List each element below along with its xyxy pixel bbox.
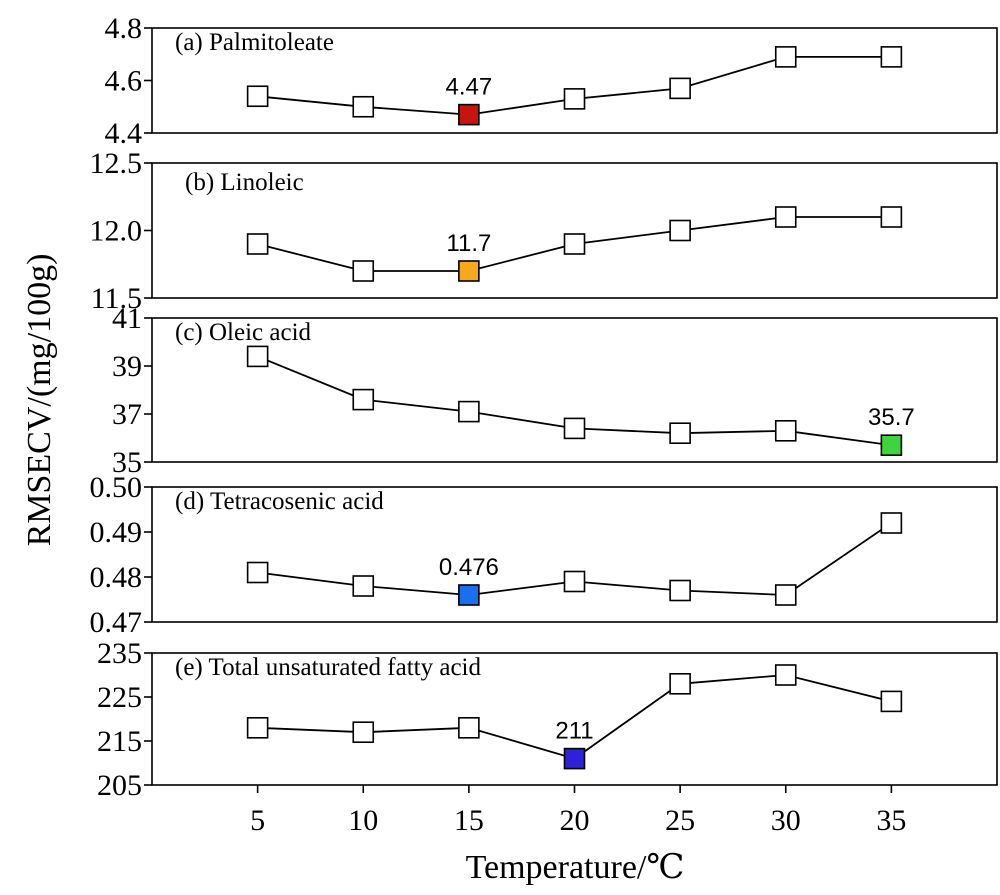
- highlight-point: [880, 434, 903, 457]
- highlight-value-label: 211: [555, 718, 593, 745]
- data-point: [563, 88, 586, 110]
- panel-4: 0.47 0.48 0.49 0.50 (d) Tetracosenic acid 0.4…: [90, 471, 998, 639]
- panel-title: (c) Oleic acid: [175, 319, 312, 346]
- data-point: [880, 512, 903, 534]
- panel-5: 205 215 225 235 (e) Total unsaturated fatty …: [97, 637, 998, 802]
- data-point: [880, 206, 903, 228]
- data-point: [774, 584, 797, 606]
- highlight-value-label: 35.7: [868, 404, 915, 431]
- y-tick-label: 0.50: [90, 471, 143, 504]
- y-tick-label: 4.8: [105, 12, 143, 45]
- data-point: [246, 233, 269, 255]
- chart-panels: 4.4 4.6 4.8 (a) Palmitoleate 4.47 11.5 12.0 12.…: [90, 12, 998, 802]
- y-tick-label: 11.5: [91, 282, 142, 315]
- data-point: [246, 345, 269, 368]
- x-tick-label: 5: [250, 804, 265, 837]
- y-tick-label: 35: [112, 446, 142, 479]
- y-tick-label: 215: [97, 725, 142, 758]
- y-tick-label: 12.5: [90, 147, 143, 180]
- data-point: [563, 570, 586, 593]
- data-point: [774, 664, 797, 686]
- y-tick-label: 12.0: [90, 215, 143, 248]
- x-tick-label: 10: [348, 804, 378, 837]
- panel-2: 11.5 12.0 12.5 (b) Linoleic 11.7: [90, 147, 998, 315]
- y-tick-label: 39: [112, 350, 142, 383]
- y-tick-label: 37: [112, 398, 142, 431]
- data-point: [669, 422, 691, 445]
- x-axis-title: Temperature/℃: [466, 849, 685, 886]
- data-point: [352, 575, 375, 597]
- x-tick-label: 15: [454, 804, 484, 837]
- x-axis: 5 10 15 20 25 30 35: [250, 785, 906, 837]
- data-point: [669, 579, 691, 602]
- x-tick-label: 25: [665, 804, 695, 837]
- highlight-point: [458, 103, 480, 126]
- panel-frame: [151, 317, 998, 463]
- y-tick-label: 205: [97, 769, 142, 802]
- data-point: [458, 400, 480, 423]
- x-tick-label: 35: [876, 804, 906, 837]
- y-tick-label: 0.48: [90, 561, 143, 594]
- data-point: [774, 206, 797, 228]
- panel-title: (b) Linoleic: [185, 169, 304, 196]
- data-point: [246, 561, 269, 584]
- highlight-value-label: 0.476: [439, 554, 499, 581]
- highlight-value-label: 4.47: [446, 74, 493, 101]
- highlight-point: [458, 584, 480, 606]
- x-tick-label: 30: [771, 804, 801, 837]
- data-point: [669, 672, 691, 695]
- y-tick-label: 225: [97, 681, 142, 714]
- y-tick-label: 235: [97, 637, 142, 670]
- y-tick-label: 0.47: [90, 606, 143, 639]
- data-point: [352, 388, 375, 411]
- y-tick-label: 4.6: [105, 65, 143, 98]
- data-point: [880, 690, 903, 713]
- panel-frame: [151, 486, 998, 623]
- panel-title: (a) Palmitoleate: [175, 29, 334, 56]
- data-point: [669, 77, 691, 100]
- highlight-value-label: 11.7: [446, 230, 491, 257]
- data-point: [352, 721, 375, 744]
- data-point: [563, 417, 586, 440]
- data-point: [669, 219, 691, 242]
- highlight-point: [563, 747, 586, 770]
- data-point: [458, 716, 480, 739]
- data-point: [352, 95, 375, 118]
- data-point: [352, 260, 375, 282]
- panel-title: (e) Total unsaturated fatty acid: [175, 654, 481, 681]
- y-axis-title: RMSECV/(mg/100g): [21, 254, 58, 547]
- data-point: [774, 419, 797, 442]
- data-point: [246, 85, 269, 108]
- y-tick-label: 4.4: [105, 117, 143, 150]
- panel-title: (d) Tetracosenic acid: [175, 488, 384, 515]
- panel-1: 4.4 4.6 4.8 (a) Palmitoleate 4.47: [105, 12, 998, 150]
- y-tick-label: 0.49: [90, 516, 143, 549]
- data-point: [563, 233, 586, 255]
- data-point: [880, 46, 903, 68]
- data-point: [246, 716, 269, 739]
- highlight-point: [458, 260, 480, 282]
- data-point: [774, 46, 797, 68]
- panel-3: 35 37 39 41 (c) Oleic acid 35.7: [112, 302, 998, 479]
- y-tick-label: 41: [112, 302, 142, 335]
- x-tick-label: 20: [560, 804, 590, 837]
